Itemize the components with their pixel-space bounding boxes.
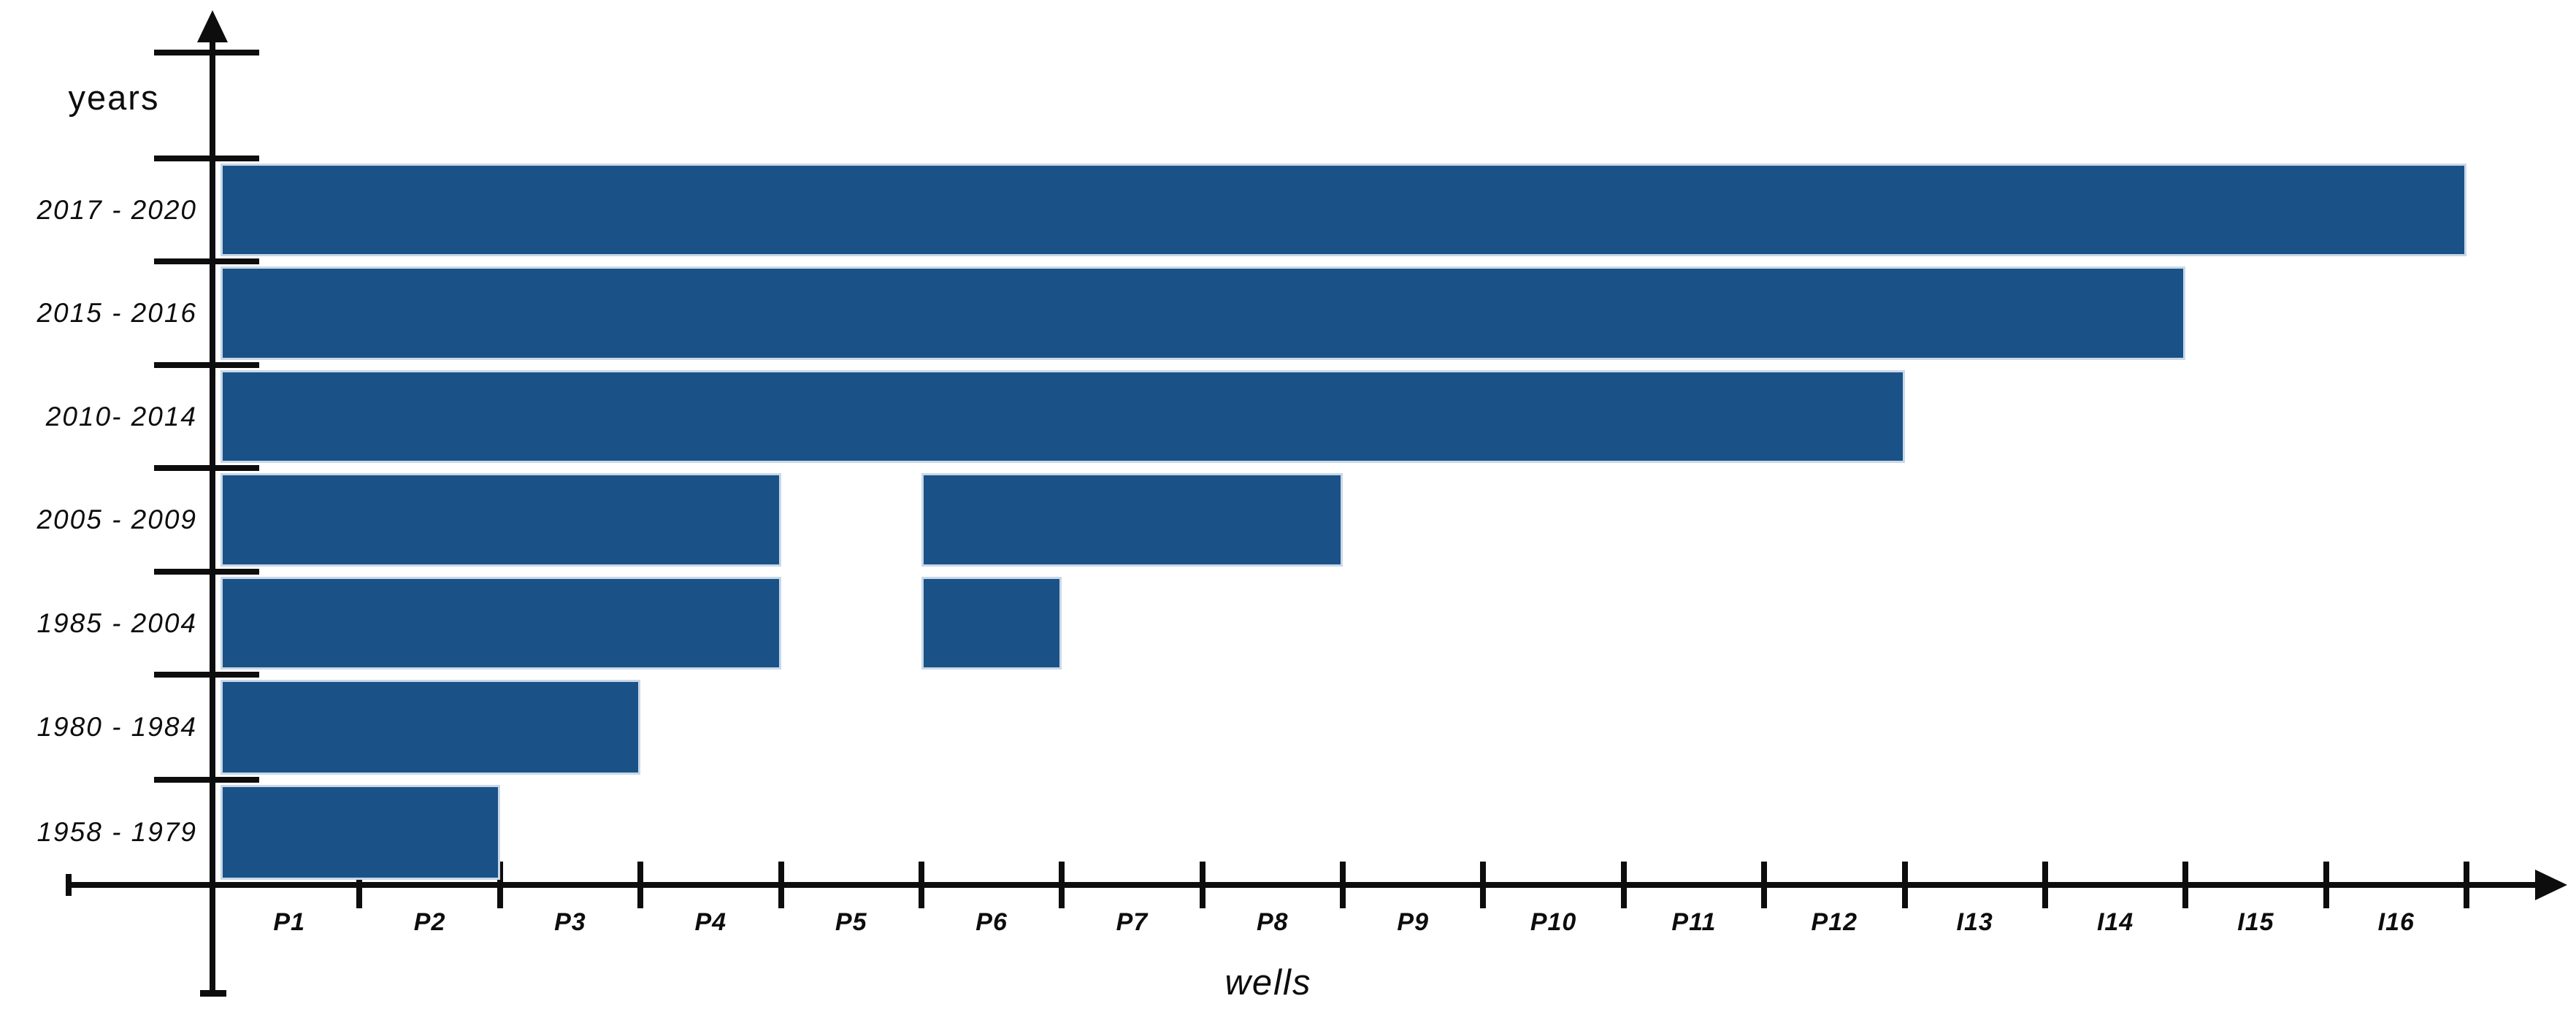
y-category-label: 1985 - 2004 <box>37 607 197 638</box>
x-tick-label: P3 <box>554 908 586 936</box>
x-tick <box>2464 862 2469 908</box>
x-axis-arrowhead-icon <box>2535 870 2567 900</box>
y-tick <box>154 50 259 55</box>
x-tick-label: I13 <box>1956 908 1993 936</box>
x-tick-label: P5 <box>835 908 867 936</box>
bar-segment <box>921 577 1062 670</box>
x-tick-label: P8 <box>1257 908 1289 936</box>
bar-segment <box>221 785 500 880</box>
x-tick <box>1340 862 1346 908</box>
y-axis-line <box>210 35 215 996</box>
x-tick-label: P7 <box>1116 908 1149 936</box>
y-category-label: 2017 - 2020 <box>37 194 197 225</box>
bar-segment <box>221 577 781 670</box>
x-tick-label: P6 <box>975 908 1008 936</box>
x-tick <box>778 862 784 908</box>
bar-segment <box>221 164 2466 256</box>
x-tick-label: I15 <box>2237 908 2274 936</box>
x-tick <box>1480 862 1487 908</box>
x-tick <box>2182 862 2189 908</box>
x-tick-label: P11 <box>1671 908 1717 936</box>
bar-segment <box>221 370 1905 463</box>
y-axis-end-cap <box>200 990 226 997</box>
x-tick <box>497 862 503 908</box>
x-tick-label: P10 <box>1530 908 1577 936</box>
x-tick <box>1199 862 1205 908</box>
x-tick <box>356 862 363 908</box>
x-tick-label: I14 <box>2096 908 2134 936</box>
x-tick-label: P9 <box>1397 908 1429 936</box>
x-tick <box>1620 862 1627 908</box>
x-tick <box>1059 862 1065 908</box>
y-tick <box>154 569 259 575</box>
x-tick-label: I16 <box>2377 908 2415 936</box>
bar-segment <box>221 473 781 567</box>
y-axis-arrowhead-icon <box>197 10 228 42</box>
y-category-label: 2010- 2014 <box>45 401 197 432</box>
y-category-label: 2005 - 2009 <box>37 505 197 534</box>
x-tick-label: P12 <box>1811 908 1858 936</box>
x-tick <box>2042 862 2048 908</box>
x-tick <box>1761 862 1768 908</box>
y-tick <box>154 362 259 368</box>
x-tick-label: P1 <box>273 908 305 936</box>
x-tick <box>918 862 924 908</box>
x-axis-title: wells <box>1224 963 1312 1002</box>
bar-segment <box>921 473 1343 567</box>
bar-segment <box>221 266 2186 360</box>
x-tick <box>2323 862 2329 908</box>
y-tick <box>154 672 259 678</box>
y-category-label: 1980 - 1984 <box>37 712 197 742</box>
y-tick <box>154 258 259 264</box>
y-tick <box>154 777 259 783</box>
x-tick-label: P2 <box>413 908 446 936</box>
bar-segment <box>221 680 641 775</box>
y-category-label: 1958 - 1979 <box>37 817 197 847</box>
y-category-label: 2015 - 2016 <box>37 298 197 328</box>
x-tick <box>637 862 644 908</box>
y-tick <box>154 156 259 161</box>
y-tick <box>154 465 259 471</box>
x-tick <box>1901 862 1908 908</box>
x-tick-label: P4 <box>694 908 727 936</box>
x-axis-end-cap <box>66 874 72 896</box>
x-axis-line <box>69 882 2538 888</box>
y-axis-title: years <box>68 78 160 117</box>
